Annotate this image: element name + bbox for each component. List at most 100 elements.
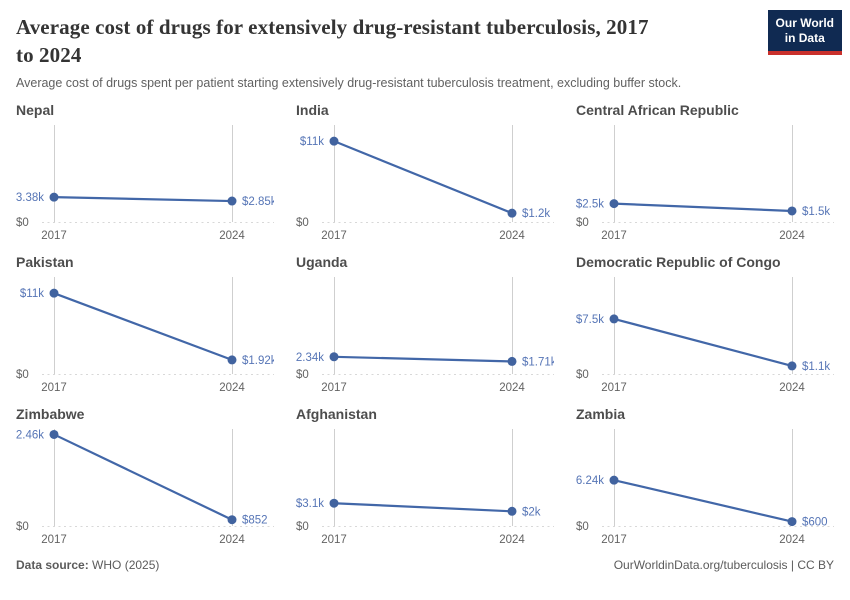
page-title: Average cost of drugs for extensively dr…: [16, 14, 761, 69]
value-label-2024: $852: [242, 515, 268, 527]
series-line: [52, 292, 234, 362]
y-axis-zero-label: $0: [16, 521, 29, 533]
chart-plot: $0 2017 2024 $11k $1.92k: [16, 277, 274, 394]
x-tick-label-2024: 2024: [779, 230, 805, 242]
x-tick-label-2017: 2017: [601, 230, 627, 242]
owid-logo-line1: Our World: [775, 16, 834, 30]
chart-panel-title: Uganda: [296, 254, 348, 271]
x-tick-label-2017: 2017: [41, 230, 67, 242]
chart-panel: Zambia $0 2017 2024 $6.24k $600: [576, 406, 834, 550]
data-point-2017[interactable]: [609, 476, 619, 486]
data-point-2024[interactable]: [507, 357, 517, 367]
x-tick-label-2024: 2024: [499, 230, 525, 242]
owid-logo-line2: in Data: [784, 31, 825, 45]
x-tick-label-2024: 2024: [219, 382, 245, 394]
data-point-2024[interactable]: [227, 355, 237, 365]
data-point-2017[interactable]: [329, 352, 339, 362]
data-source-label: Data source:: [16, 558, 89, 573]
chart-panel-title: Democratic Republic of Congo: [576, 254, 781, 271]
chart-plot: $0 2017 2024 $2.5k $1.5k: [576, 125, 834, 242]
data-point-2024[interactable]: [227, 515, 237, 525]
series-line: [612, 202, 794, 213]
chart-plot: $0 2017 2024 $3.38k $2.85k: [16, 125, 274, 242]
data-point-2017[interactable]: [49, 289, 59, 299]
y-axis-zero-label: $0: [16, 369, 29, 381]
data-source-value: WHO (2025): [92, 558, 160, 573]
series-line: [332, 502, 514, 513]
value-label-2024: $1.1k: [802, 361, 830, 373]
chart-panel: Afghanistan $0 2017 2024 $3.1k $2k: [296, 406, 554, 550]
series-line: [52, 433, 234, 522]
data-source: Data source: WHO (2025): [16, 558, 159, 572]
x-tick-label-2017: 2017: [601, 534, 627, 546]
series-line: [332, 140, 514, 215]
data-point-2024[interactable]: [787, 517, 797, 527]
data-point-2024[interactable]: [507, 209, 517, 219]
chart-panel: Central African Republic $0 2017 2024 $2.5k $…: [576, 102, 834, 246]
footer-link[interactable]: OurWorldinData.org/tuberculosis | CC BY: [613, 558, 834, 573]
data-point-2017[interactable]: [329, 499, 339, 509]
series-line: [612, 479, 794, 524]
data-point-2017[interactable]: [609, 199, 619, 209]
chart-plot: $0 2017 2024 $2.34k $1.71k: [296, 277, 554, 394]
chart-plot: $0 2017 2024 $12.46k $852: [16, 429, 274, 546]
value-label-2024: $1.92k: [242, 355, 274, 367]
x-tick-label-2017: 2017: [321, 230, 347, 242]
page-title-line2: to 2024: [16, 42, 82, 67]
x-tick-label-2017: 2017: [321, 382, 347, 394]
data-point-2017[interactable]: [329, 137, 339, 147]
chart-panel: Uganda $0 2017 2024 $2.34k $1.71k: [296, 254, 554, 398]
x-tick-label-2024: 2024: [779, 534, 805, 546]
x-tick-label-2024: 2024: [499, 534, 525, 546]
chart-panel: Nepal $0 2017 2024 $3.38k $2.85k: [16, 102, 274, 246]
data-point-2017[interactable]: [49, 193, 59, 203]
x-tick-label-2024: 2024: [219, 230, 245, 242]
chart-panel-title: Pakistan: [16, 254, 74, 271]
value-label-2017: $2.5k: [576, 199, 604, 211]
y-axis-zero-label: $0: [576, 217, 589, 229]
data-point-2024[interactable]: [227, 196, 237, 206]
value-label-2024: $1.71k: [522, 357, 554, 369]
x-tick-label-2024: 2024: [219, 534, 245, 546]
series-line: [612, 318, 794, 368]
data-point-2024[interactable]: [787, 206, 797, 216]
y-axis-zero-label: $0: [296, 217, 309, 229]
chart-panel: Democratic Republic of Congo $0 2017 2024 $7…: [576, 254, 834, 398]
owid-logo[interactable]: Our World in Data: [767, 10, 842, 55]
chart-panel-title: Nepal: [16, 102, 55, 119]
y-axis-zero-label: $0: [296, 521, 309, 533]
y-axis-zero-label: $0: [576, 369, 589, 381]
chart-panel-title: Afghanistan: [296, 406, 377, 423]
chart-panel-title: Central African Republic: [576, 102, 739, 119]
y-axis-zero-label: $0: [576, 521, 589, 533]
data-point-2017[interactable]: [609, 314, 619, 324]
footer: Data source: WHO (2025) OurWorldinData.o…: [16, 558, 834, 572]
value-label-2024: $2.85k: [242, 196, 274, 208]
value-label-2017: $3.1k: [296, 499, 324, 511]
y-axis-zero-label: $0: [16, 217, 29, 229]
series-line: [52, 196, 234, 203]
x-tick-label-2017: 2017: [321, 534, 347, 546]
series-line: [332, 356, 514, 363]
x-tick-label-2017: 2017: [41, 382, 67, 394]
value-label-2017: $3.38k: [16, 193, 44, 205]
data-point-2017[interactable]: [49, 430, 59, 440]
value-label-2024: $2k: [522, 507, 541, 519]
page-title-line1: Average cost of drugs for extensively dr…: [16, 15, 649, 39]
chart-subtitle: Average cost of drugs spent per patient …: [16, 76, 682, 91]
chart-plot: $0 2017 2024 $7.5k $1.1k: [576, 277, 834, 394]
chart-panel: India $0 2017 2024 $11k $1.2k: [296, 102, 554, 246]
chart-panel-title: Zambia: [576, 406, 626, 423]
value-label-2024: $1.2k: [522, 209, 550, 221]
chart-plot: $0 2017 2024 $3.1k $2k: [296, 429, 554, 546]
value-label-2024: $600: [802, 517, 828, 529]
value-label-2017: $11k: [20, 289, 44, 301]
value-label-2017: $6.24k: [576, 476, 604, 488]
x-tick-label-2024: 2024: [779, 382, 805, 394]
x-tick-label-2024: 2024: [499, 382, 525, 394]
chart-panel-title: India: [296, 102, 329, 119]
chart-panel: Pakistan $0 2017 2024 $11k $1.92k: [16, 254, 274, 398]
data-point-2024[interactable]: [507, 507, 517, 517]
data-point-2024[interactable]: [787, 361, 797, 371]
